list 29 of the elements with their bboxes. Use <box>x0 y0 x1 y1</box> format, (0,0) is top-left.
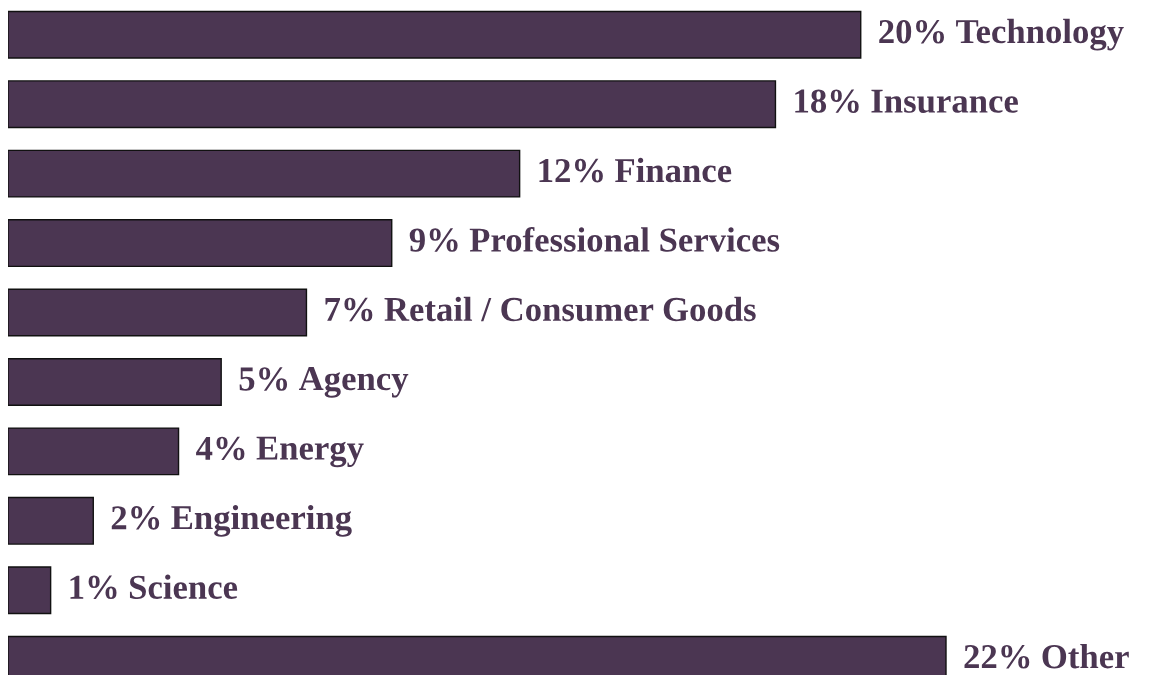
bar <box>8 566 52 615</box>
data-label: 4% <box>196 436 245 461</box>
bar <box>8 496 94 545</box>
y-tick-label: Energy <box>256 436 364 468</box>
bar <box>8 357 222 406</box>
data-label: 20% <box>879 19 944 44</box>
bar <box>8 80 777 129</box>
y-tick-label: Technology <box>956 18 1124 51</box>
data-label: 18% <box>795 89 859 113</box>
data-label: 7% <box>325 297 373 322</box>
y-tick-label: Insurance <box>871 89 1018 113</box>
y-tick-label: Retail / Consumer Goods <box>384 296 756 322</box>
y-tick-label: Agency <box>299 367 409 398</box>
y-tick-label: Other <box>1042 643 1129 669</box>
y-tick-label: Finance <box>615 157 732 183</box>
data-label: 9% <box>409 228 458 252</box>
bar <box>8 288 308 337</box>
bar <box>8 219 393 268</box>
bar <box>8 149 521 198</box>
data-label: 2% <box>111 506 160 530</box>
y-tick-label: Professional Services <box>469 226 780 252</box>
data-label: 22% <box>964 644 1030 669</box>
bar <box>8 10 862 59</box>
data-label: 1% <box>70 575 117 600</box>
data-label: 12% <box>539 158 603 183</box>
data-label: 5% <box>239 367 288 391</box>
y-tick-label: Engineering <box>171 504 352 537</box>
y-tick-label: Science <box>129 574 238 599</box>
bar <box>8 427 180 476</box>
